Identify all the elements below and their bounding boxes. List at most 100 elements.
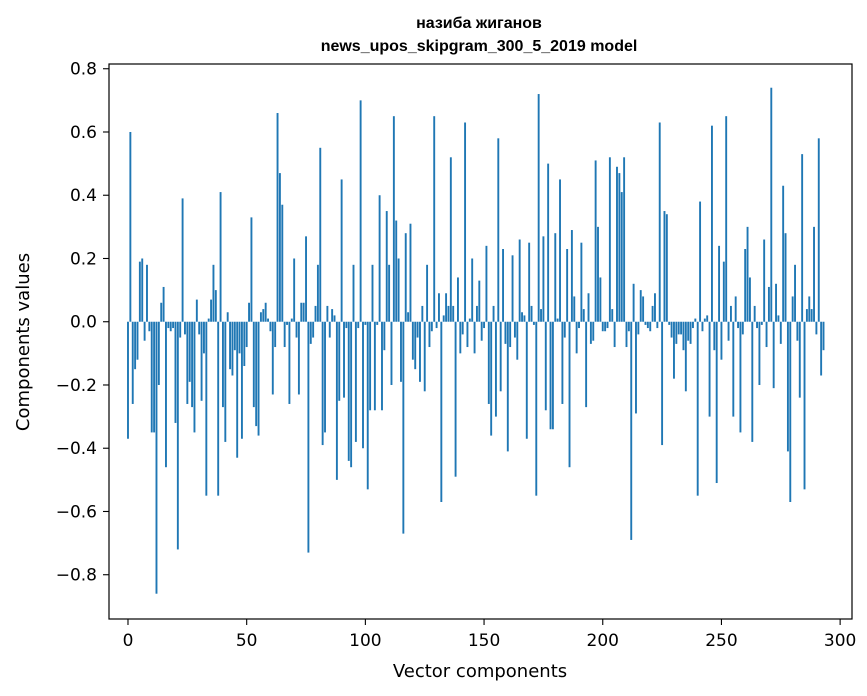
bar-245 bbox=[708, 321, 711, 417]
bar-21 bbox=[176, 321, 179, 550]
y-tick-label: −0.8 bbox=[56, 566, 97, 586]
bar-112 bbox=[392, 116, 395, 322]
bar-289 bbox=[813, 226, 815, 322]
bar-161 bbox=[509, 321, 512, 348]
y-tick-label: 0.2 bbox=[70, 249, 97, 269]
bar-0 bbox=[127, 321, 129, 439]
bar-280 bbox=[791, 296, 794, 322]
bar-231 bbox=[675, 321, 678, 344]
bar-57 bbox=[262, 309, 265, 322]
bar-11 bbox=[153, 321, 156, 433]
bar-217 bbox=[642, 296, 645, 322]
bar-185 bbox=[566, 249, 569, 322]
bar-204 bbox=[611, 309, 614, 322]
bar-94 bbox=[350, 321, 353, 468]
bar-40 bbox=[221, 321, 224, 408]
bar-29 bbox=[195, 299, 198, 322]
bar-149 bbox=[480, 321, 483, 341]
bar-93 bbox=[347, 321, 350, 461]
bar-269 bbox=[765, 321, 768, 348]
bar-141 bbox=[461, 321, 464, 335]
bar-7 bbox=[143, 321, 146, 341]
bar-163 bbox=[513, 321, 516, 338]
bar-250 bbox=[720, 321, 723, 360]
bar-179 bbox=[551, 321, 554, 430]
bar-59 bbox=[267, 318, 269, 322]
bar-177 bbox=[547, 163, 550, 322]
bar-99 bbox=[362, 321, 364, 449]
bar-37 bbox=[214, 290, 217, 322]
bar-265 bbox=[756, 321, 758, 329]
bar-246 bbox=[711, 125, 713, 322]
bar-263 bbox=[751, 321, 754, 442]
bar-22 bbox=[179, 321, 182, 338]
bar-48 bbox=[240, 321, 243, 439]
bar-143 bbox=[466, 321, 469, 348]
bar-200 bbox=[601, 321, 604, 332]
bar-187 bbox=[570, 230, 573, 322]
bar-207 bbox=[618, 173, 621, 322]
bar-228 bbox=[668, 321, 671, 325]
bar-227 bbox=[665, 214, 668, 322]
bar-222 bbox=[654, 293, 656, 322]
bars-group bbox=[127, 87, 825, 594]
bar-215 bbox=[637, 321, 640, 335]
bar-183 bbox=[561, 321, 564, 404]
y-tick-label: 0.0 bbox=[70, 313, 97, 333]
bar-243 bbox=[703, 318, 706, 322]
bar-31 bbox=[200, 321, 203, 401]
bar-16 bbox=[165, 321, 167, 468]
bar-2 bbox=[131, 321, 134, 404]
bar-184 bbox=[563, 321, 566, 338]
bar-32 bbox=[203, 321, 205, 354]
bar-76 bbox=[307, 321, 310, 553]
bar-15 bbox=[162, 286, 165, 322]
bar-287 bbox=[808, 296, 811, 322]
y-axis-ticks: −0.8 −0.6 −0.4 −0.2 0.0 0.2 0.4 0.6 0.8 bbox=[56, 60, 109, 586]
bar-54 bbox=[255, 321, 258, 427]
bar-47 bbox=[238, 321, 241, 354]
bar-292 bbox=[820, 321, 823, 376]
bar-17 bbox=[167, 321, 170, 329]
bar-175 bbox=[542, 236, 545, 322]
bar-206 bbox=[616, 166, 618, 322]
bar-140 bbox=[459, 321, 462, 354]
bar-255 bbox=[732, 321, 735, 417]
bar-92 bbox=[345, 321, 348, 329]
bar-209 bbox=[623, 157, 626, 322]
bar-116 bbox=[402, 321, 405, 534]
bar-52 bbox=[250, 217, 253, 322]
bar-100 bbox=[364, 321, 367, 325]
bar-20 bbox=[174, 321, 177, 423]
bar-3 bbox=[134, 321, 137, 370]
bar-283 bbox=[798, 321, 801, 398]
bar-1 bbox=[129, 131, 132, 322]
bar-12 bbox=[155, 321, 158, 594]
x-tick-label: 200 bbox=[587, 631, 619, 651]
bar-189 bbox=[575, 321, 578, 354]
y-tick-label: −0.4 bbox=[56, 439, 97, 459]
bar-146 bbox=[473, 321, 476, 354]
bar-248 bbox=[715, 321, 718, 484]
bar-273 bbox=[775, 283, 777, 322]
bar-275 bbox=[779, 321, 782, 344]
bar-121 bbox=[414, 321, 417, 370]
bar-270 bbox=[767, 286, 770, 322]
bar-30 bbox=[198, 321, 201, 335]
bar-197 bbox=[594, 160, 597, 322]
bar-174 bbox=[540, 309, 542, 322]
bar-104 bbox=[373, 321, 376, 411]
bar-9 bbox=[148, 321, 151, 332]
bar-214 bbox=[635, 321, 637, 414]
bar-173 bbox=[537, 94, 540, 322]
bar-67 bbox=[286, 321, 288, 325]
y-tick-label: 0.6 bbox=[70, 123, 97, 143]
x-tick-label: 100 bbox=[349, 631, 381, 651]
bar-239 bbox=[694, 318, 697, 322]
bar-91 bbox=[343, 321, 345, 398]
bar-24 bbox=[184, 321, 186, 335]
bar-103 bbox=[371, 264, 374, 322]
bar-238 bbox=[692, 321, 694, 329]
bar-108 bbox=[383, 321, 386, 351]
